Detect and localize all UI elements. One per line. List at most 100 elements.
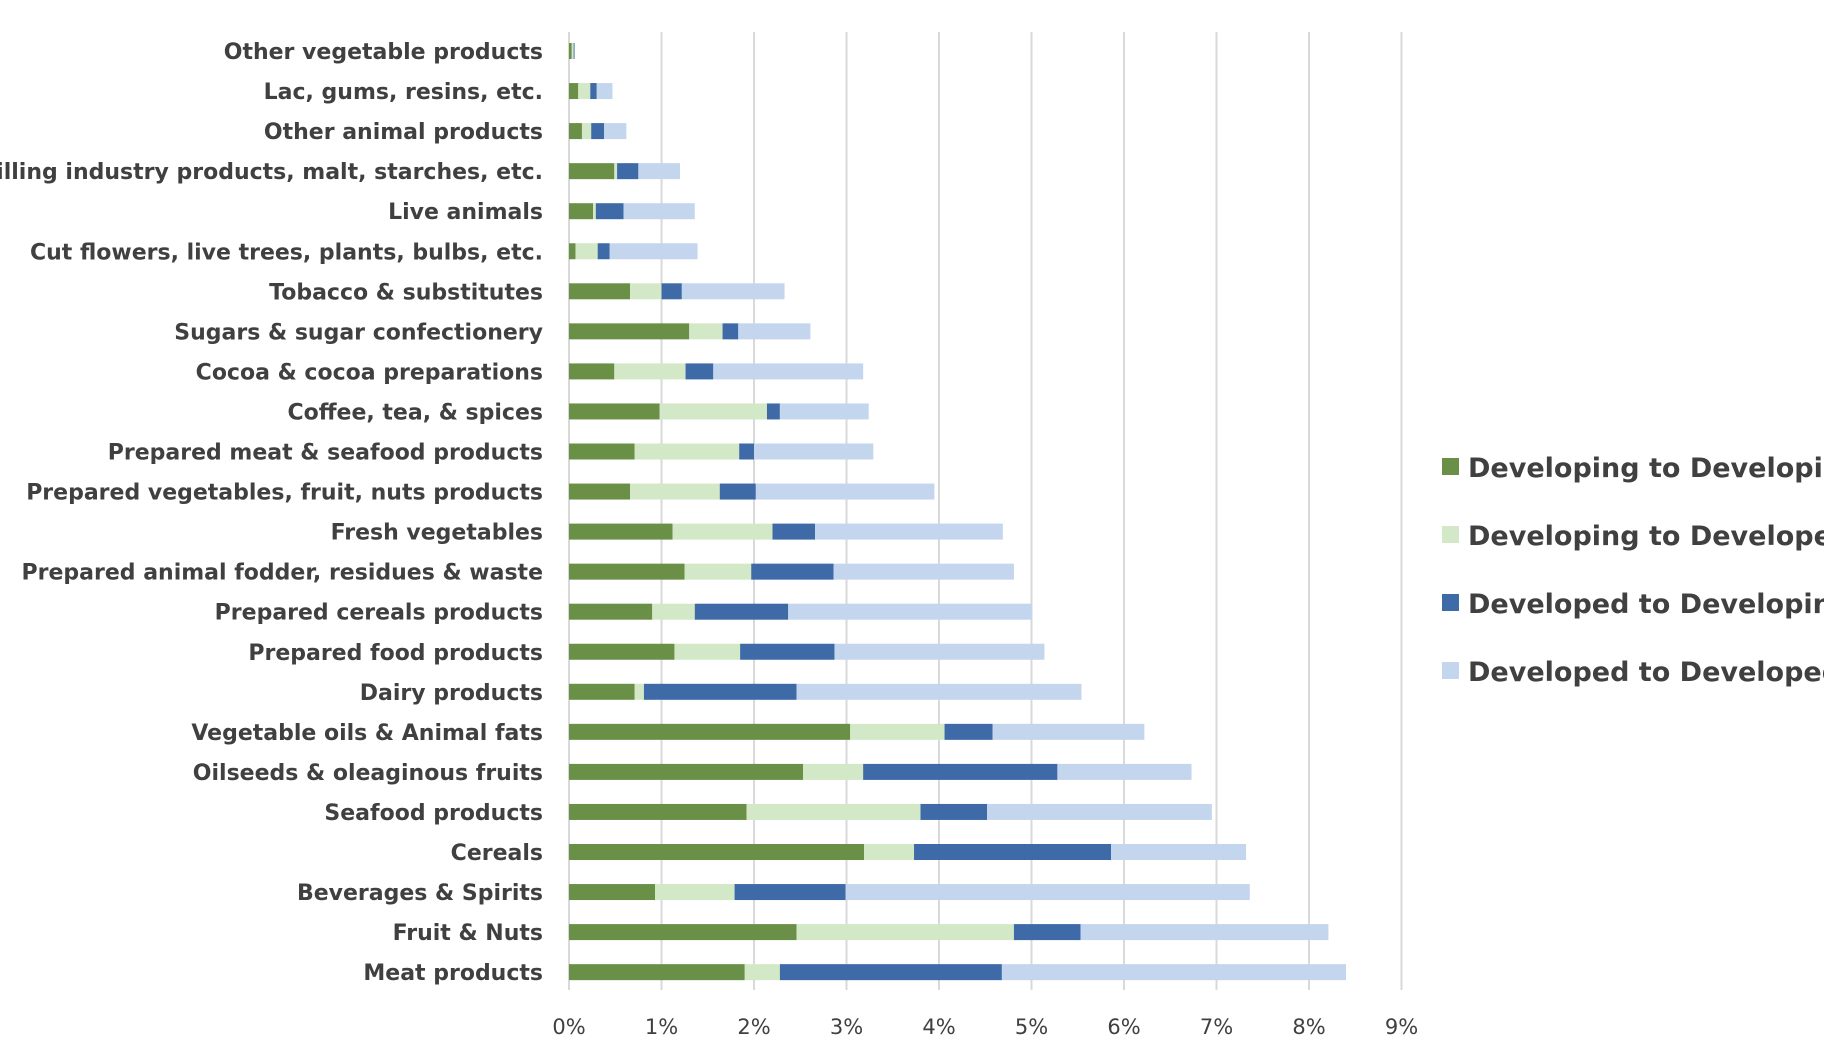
bar-segment-developed-to-developing [590,83,597,100]
bar-segment-developing-to-developing [569,964,745,981]
category-label: Cereals [451,841,543,866]
bar-segment-developed-to-developed [596,83,613,100]
bar-segment-developed-to-developed [788,603,1033,620]
category-label: Milling industry products, malt, starche… [0,160,543,185]
x-tick-label: 5% [1015,1015,1048,1039]
x-tick-label: 8% [1292,1015,1325,1039]
bar-segment-developing-to-developed [634,683,644,700]
legend-swatch [1442,458,1459,475]
bar-segment-developing-to-developing [569,683,635,700]
bar-segment-developed-to-developed [1111,844,1247,860]
bar-segment-developed-to-developed [834,643,1045,660]
x-axis-tick-labels: 0% 1% 2% 3% 4% 5% 6% 7% 8% 9% [552,1015,1418,1039]
bar-segment-developed-to-developed [754,443,874,460]
legend-label: Developed to Developed [1468,657,1824,688]
category-label: Fruit & Nuts [393,921,543,946]
category-label: Prepared vegetables, fruit, nuts product… [26,481,543,506]
bar-segment-developed-to-developing [944,723,993,740]
category-label: Dairy products [360,681,543,706]
category-labels: Other vegetable products Lac, gums, resin… [0,40,543,986]
bar-segment-developed-to-developing [766,403,780,420]
bar-segment-developed-to-developing [573,43,575,59]
bar-segment-developed-to-developing [617,163,639,180]
legend-swatch [1442,594,1459,611]
bar-segment-developed-to-developed [1080,924,1329,941]
bar-segment-developed-to-developing [694,603,789,620]
bar-segment-developing-to-developed [655,884,735,901]
x-tick-label: 1% [645,1015,678,1039]
bar-segment-developing-to-developed [652,603,695,620]
bar-segment-developing-to-developing [569,483,631,500]
bar-segment-developing-to-developed [746,803,921,820]
bar-segment-developing-to-developing [569,283,631,300]
category-label: Prepared animal fodder, residues & waste [22,561,543,586]
bar-segment-developing-to-developed [575,243,598,260]
bar-segment-developing-to-developed [684,563,752,580]
x-tick-label: 0% [552,1015,585,1039]
bar-segment-developing-to-developed [630,283,662,300]
bar-segment-developed-to-developed [833,563,1014,580]
bar-segment-developing-to-developed [571,43,574,59]
bar-segment-developed-to-developing [722,323,739,340]
x-tick-label: 2% [737,1015,770,1039]
category-label: Cut flowers, live trees, plants, bulbs, … [30,240,543,265]
bars [569,43,1346,981]
bar-segment-developing-to-developed [659,403,767,420]
bar-segment-developing-to-developing [569,243,576,260]
category-label: Live animals [388,200,543,225]
category-label: Meat products [363,961,543,986]
bar-segment-developed-to-developed [755,483,935,500]
legend-label: Developing to Developed [1468,521,1824,552]
bar-segment-developing-to-developed [630,483,720,500]
category-label: Coffee, tea, & spices [287,400,543,425]
category-label: Oilseeds & oleaginous fruits [193,761,543,786]
bar-segment-developing-to-developing [569,884,656,901]
bar-segment-developed-to-developed [796,683,1082,700]
bar-segment-developing-to-developed [593,203,596,220]
bar-segment-developed-to-developing [863,763,1058,780]
bar-segment-developing-to-developing [569,523,673,540]
category-label: Fresh vegetables [331,521,543,546]
bar-segment-developing-to-developed [578,83,591,100]
bar-segment-developing-to-developed [614,163,618,180]
bar-segment-developed-to-developing [1013,924,1081,941]
legend-label: Developing to Developing [1468,453,1824,484]
bar-segment-developing-to-developing [569,403,660,420]
bar-segment-developing-to-developed [850,723,945,740]
bar-segment-developing-to-developing [569,844,865,860]
bar-segment-developing-to-developing [569,163,615,180]
category-label: Prepared food products [248,641,543,666]
category-label: Prepared meat & seafood products [108,441,543,466]
bar-segment-developed-to-developed [681,283,785,300]
bar-segment-developing-to-developing [569,83,579,100]
bar-segment-developing-to-developing [569,323,690,340]
bar-segment-developed-to-developing [661,283,682,300]
bar-segment-developed-to-developing [597,243,610,260]
bar-segment-developing-to-developing [569,723,851,740]
bar-segment-developing-to-developed [864,844,915,860]
x-tick-label: 9% [1385,1015,1418,1039]
category-label: Beverages & Spirits [297,881,543,906]
bar-segment-developed-to-developing [772,523,816,540]
bar-segment-developed-to-developed [638,163,680,180]
bar-segment-developed-to-developed [1001,964,1346,981]
category-label: Tobacco & substitutes [269,280,543,305]
bar-segment-developed-to-developed [992,723,1145,740]
legend-swatch [1442,526,1459,543]
bar-segment-developing-to-developing [569,443,635,460]
category-label: Cocoa & cocoa preparations [196,360,543,385]
bar-segment-developing-to-developing [569,563,685,580]
bar-segment-developed-to-developed [987,803,1212,820]
bar-segment-developing-to-developed [796,924,1014,941]
bar-segment-developed-to-developing [719,483,756,500]
x-tick-label: 3% [830,1015,863,1039]
category-label: Seafood products [324,801,543,826]
gridlines [568,32,1403,990]
bar-segment-developing-to-developed [614,363,686,380]
category-label: Sugars & sugar confectionery [174,320,543,345]
category-label: Other vegetable products [224,40,543,65]
category-label: Lac, gums, resins, etc. [264,80,543,105]
x-tick-label: 4% [922,1015,955,1039]
